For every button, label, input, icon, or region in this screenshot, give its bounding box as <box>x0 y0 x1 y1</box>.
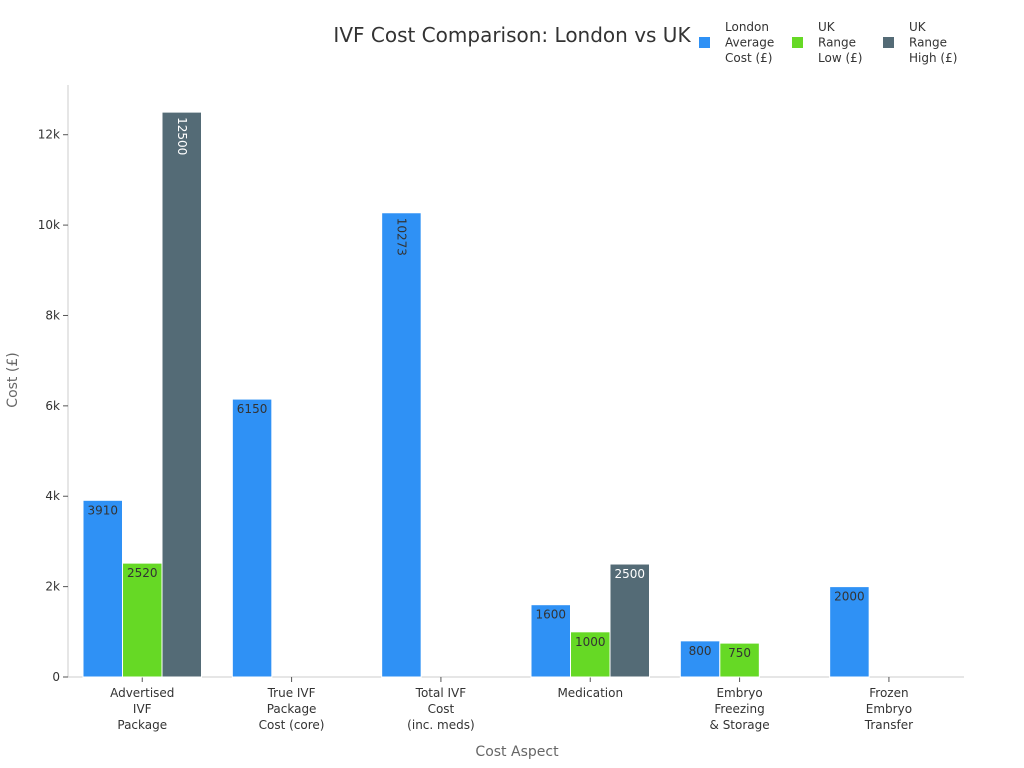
data-label: 12500 <box>175 117 189 155</box>
data-label: 1600 <box>535 608 566 622</box>
legend-swatch <box>792 37 803 48</box>
x-axis: Advertised IVF Package True IVF Package Cost … <box>68 676 964 732</box>
bar <box>719 642 760 678</box>
bar <box>679 640 721 678</box>
data-label: 800 <box>689 644 712 658</box>
x-tick-label: Embryo Freezing & Storage <box>710 686 770 732</box>
legend-label: London Average Cost (£) <box>725 20 774 65</box>
bar <box>381 212 422 678</box>
data-label: 1000 <box>575 635 606 649</box>
y-tick-label: 4k <box>45 489 60 503</box>
legend-label: UK Range High (£) <box>909 20 957 65</box>
legend-item: UK Range High (£) <box>883 20 957 65</box>
x-tick-label: Advertised IVF Package <box>110 686 174 732</box>
data-label: 750 <box>728 646 751 660</box>
x-axis-title: Cost Aspect <box>475 744 559 760</box>
y-tick-label: 2k <box>45 580 60 594</box>
y-tick-label: 6k <box>45 399 60 413</box>
legend-swatch <box>699 37 710 48</box>
data-label: 2520 <box>127 566 158 580</box>
chart-title: IVF Cost Comparison: London vs UK <box>333 23 691 47</box>
y-axis: 0 2k 4k 6k 8k 10k 12k <box>38 85 69 684</box>
bar <box>609 563 650 678</box>
x-tick-label: True IVF Package Cost (core) <box>259 686 325 732</box>
y-tick-label: 12k <box>38 128 60 142</box>
y-tick-label: 0 <box>52 670 60 684</box>
data-label: 3910 <box>87 503 118 517</box>
bars <box>82 111 870 678</box>
data-labels: 3910 2520 12500 6150 10273 1600 1000 2500 800 750… <box>87 117 864 660</box>
bar <box>530 604 571 678</box>
data-label: 2000 <box>834 590 865 604</box>
data-label: 2500 <box>614 567 645 581</box>
bar <box>161 111 202 678</box>
y-axis-title: Cost (£) <box>5 352 21 407</box>
bar <box>122 562 163 678</box>
legend-swatch <box>883 37 894 48</box>
bar <box>829 586 870 678</box>
legend: London Average Cost (£) UK Range Low (£) UK Ran… <box>699 20 957 65</box>
y-tick-label: 10k <box>38 218 60 232</box>
bar <box>231 398 273 678</box>
legend-label: UK Range Low (£) <box>818 20 862 65</box>
data-label: 6150 <box>237 402 268 416</box>
bar <box>82 499 123 678</box>
legend-item: London Average Cost (£) <box>699 20 774 65</box>
legend-item: UK Range Low (£) <box>792 20 862 65</box>
x-tick-label: Total IVF Cost (inc. meds) <box>407 686 474 732</box>
y-tick-label: 8k <box>45 308 60 322</box>
x-tick-label: Frozen Embryo Transfer <box>864 686 913 732</box>
data-label: 10273 <box>394 218 408 256</box>
x-tick-label: Medication <box>557 686 623 700</box>
